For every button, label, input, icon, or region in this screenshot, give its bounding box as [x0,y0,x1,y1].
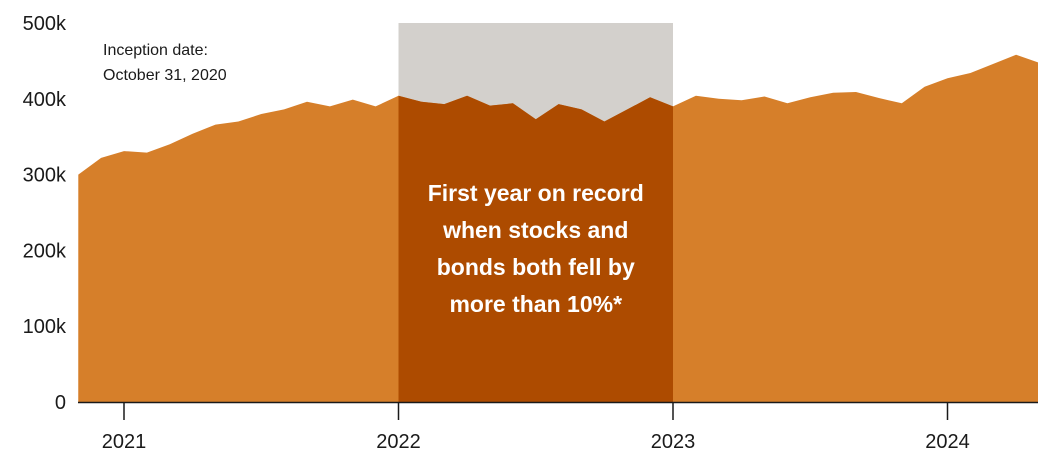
highlight-text: First year on record when stocks and bonds… [428,180,644,317]
highlight-text-line: when stocks and [442,217,628,243]
x-axis: 2021 2022 2023 2024 [102,402,970,451]
highlight-text-line: more than 10%* [449,291,622,317]
y-axis: 0 100k 200k 300k 400k 500k [23,13,67,414]
y-tick-label: 200k [23,240,67,262]
y-tick-label: 400k [23,89,67,111]
y-tick-label: 100k [23,316,67,338]
highlight-text-line: bonds both fell by [437,254,635,280]
x-tick-label: 2022 [376,431,421,451]
inception-line-2: October 31, 2020 [103,67,227,84]
highlight-text-line: First year on record [428,180,644,206]
x-tick-label: 2021 [102,431,147,451]
y-tick-label: 300k [23,165,67,187]
x-tick-label: 2024 [925,431,970,451]
y-tick-label: 0 [55,392,66,414]
inception-line-1: Inception date: [103,42,208,59]
inception-annotation: Inception date: October 31, 2020 [103,42,227,84]
portfolio-area-highlight [398,95,673,402]
y-tick-label: 500k [23,13,67,35]
x-tick-label: 2023 [651,431,696,451]
